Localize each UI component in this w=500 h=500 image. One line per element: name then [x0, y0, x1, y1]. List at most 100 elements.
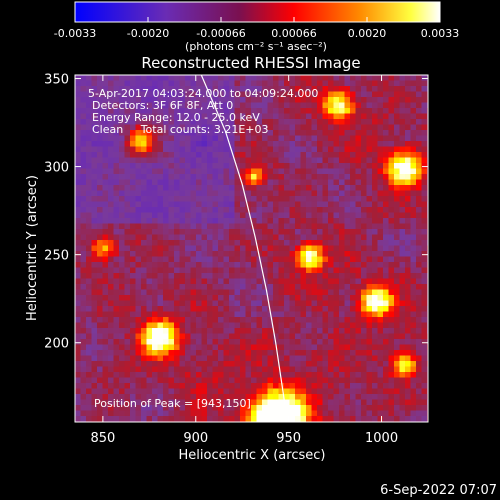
- heatmap-cell: [333, 333, 340, 340]
- heatmap-cell: [416, 344, 422, 351]
- heatmap-cell: [86, 141, 92, 147]
- heatmap-cell: [234, 405, 241, 411]
- heatmap-cell: [113, 306, 120, 312]
- heatmap-cell: [174, 273, 180, 279]
- heatmap-cell: [289, 179, 296, 186]
- heatmap-cell: [361, 344, 367, 351]
- heatmap-cell: [229, 361, 235, 367]
- heatmap-cell: [185, 179, 191, 186]
- heatmap-cell: [344, 328, 351, 334]
- heatmap-cell: [410, 179, 417, 186]
- heatmap-cell: [410, 223, 417, 230]
- heatmap-cell: [311, 157, 318, 164]
- heatmap-cell: [410, 212, 417, 219]
- heatmap-cell: [388, 273, 395, 279]
- heatmap-cell: [284, 102, 290, 109]
- heatmap-cell: [366, 416, 373, 422]
- heatmap-cell: [229, 317, 235, 323]
- heatmap-cell: [102, 185, 109, 191]
- heatmap-cell: [284, 212, 290, 219]
- heatmap-cell: [113, 410, 120, 417]
- heatmap-cell: [124, 300, 131, 307]
- heatmap-cell: [223, 306, 230, 312]
- heatmap-cell: [130, 388, 136, 395]
- heatmap-cell: [245, 295, 252, 301]
- heatmap-cell: [130, 174, 136, 180]
- heatmap-cell: [80, 130, 87, 136]
- heatmap-cell: [284, 300, 290, 307]
- heatmap-cell: [388, 97, 395, 103]
- heatmap-cell: [350, 157, 356, 164]
- heatmap-cell: [377, 311, 384, 318]
- heatmap-cell: [333, 278, 340, 285]
- heatmap-cell: [179, 157, 186, 164]
- heatmap-cell: [399, 119, 406, 125]
- heatmap-cell: [223, 97, 230, 103]
- heatmap-cell: [163, 130, 169, 136]
- heatmap-cell: [399, 416, 406, 422]
- heatmap-cell: [350, 141, 356, 147]
- heatmap-cell: [141, 339, 147, 345]
- heatmap-cell: [278, 141, 285, 147]
- heatmap-cell: [421, 113, 428, 120]
- heatmap-cell: [394, 86, 400, 92]
- heatmap-cell: [251, 97, 257, 103]
- heatmap-cell: [328, 333, 334, 340]
- heatmap-cell: [179, 130, 186, 136]
- heatmap-cell: [372, 135, 378, 142]
- heatmap-cell: [245, 130, 252, 136]
- heatmap-cell: [80, 108, 87, 114]
- heatmap-cell: [190, 311, 197, 318]
- heatmap-cell: [75, 190, 81, 197]
- heatmap-cell: [262, 75, 268, 81]
- heatmap-cell: [361, 190, 367, 197]
- heatmap-cell: [344, 306, 351, 312]
- heatmap-cell: [339, 102, 345, 109]
- heatmap-cell: [394, 355, 400, 362]
- heatmap-cell: [113, 295, 120, 301]
- heatmap-cell: [355, 262, 362, 268]
- heatmap-cell: [141, 86, 147, 92]
- heatmap-cell: [383, 179, 389, 186]
- heatmap-cell: [350, 394, 356, 400]
- heatmap-cell: [196, 152, 202, 158]
- heatmap-cell: [344, 80, 351, 87]
- heatmap-cell: [102, 350, 109, 356]
- heatmap-cell: [394, 289, 400, 296]
- heatmap-cell: [185, 212, 191, 219]
- heatmap-cell: [405, 157, 411, 164]
- heatmap-cell: [361, 91, 367, 98]
- heatmap-cell: [97, 102, 103, 109]
- heatmap-cell: [416, 124, 422, 131]
- heatmap-cell: [179, 229, 186, 235]
- heatmap-cell: [168, 185, 175, 191]
- heatmap-cell: [322, 218, 329, 224]
- heatmap-cell: [75, 377, 81, 384]
- heatmap-cell: [394, 245, 400, 252]
- heatmap-cell: [278, 207, 285, 213]
- heatmap-cell: [350, 262, 356, 268]
- heatmap-cell: [86, 284, 92, 290]
- heatmap-cell: [344, 124, 351, 131]
- heatmap-cell: [339, 284, 345, 290]
- heatmap-cell: [130, 146, 136, 153]
- heatmap-cell: [256, 196, 263, 202]
- heatmap-cell: [262, 366, 268, 373]
- heatmap-cell: [223, 108, 230, 114]
- heatmap-cell: [108, 366, 114, 373]
- heatmap-cell: [152, 185, 158, 191]
- heatmap-cell: [185, 333, 191, 340]
- heatmap-cell: [311, 317, 318, 323]
- heatmap-cell: [124, 388, 131, 395]
- heatmap-cell: [366, 273, 373, 279]
- heatmap-cell: [190, 306, 197, 312]
- heatmap-cell: [328, 91, 334, 98]
- heatmap-cell: [168, 207, 175, 213]
- heatmap-cell: [267, 339, 274, 345]
- heatmap-cell: [355, 289, 362, 296]
- heatmap-cell: [300, 185, 307, 191]
- heatmap-cell: [234, 339, 241, 345]
- heatmap-cell: [91, 289, 98, 296]
- heatmap-cell: [300, 267, 307, 274]
- heatmap-cell: [306, 339, 312, 345]
